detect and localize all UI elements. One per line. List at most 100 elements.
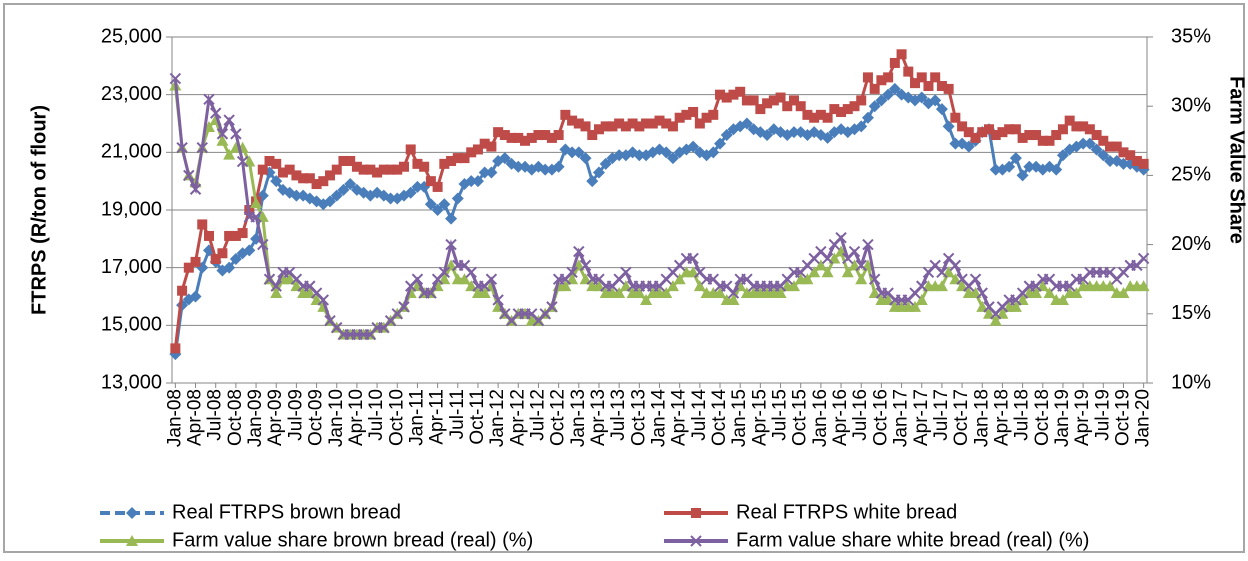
data-point (969, 287, 982, 299)
data-point (1044, 135, 1055, 146)
data-point (445, 238, 457, 251)
data-point (177, 285, 188, 296)
data-point (572, 146, 585, 159)
data-point (882, 293, 895, 305)
data-point (1009, 300, 1022, 312)
data-point (216, 134, 229, 146)
data-point (943, 83, 954, 94)
data-point (337, 183, 350, 196)
data-point (365, 164, 376, 175)
data-point (230, 128, 242, 140)
x-tick-label: Oct-16 (870, 389, 891, 446)
data-point (614, 118, 625, 129)
data-point (431, 204, 444, 216)
data-point (1051, 130, 1062, 141)
data-point (828, 252, 841, 264)
legend-label: Farm value share brown bread (real) (%) (172, 529, 533, 551)
data-point (189, 183, 202, 195)
data-point (930, 72, 941, 83)
x-tick-label: Apr-08 (185, 389, 206, 446)
x-tick-label: Jan-16 (810, 389, 831, 447)
data-point (304, 173, 315, 184)
data-point (560, 109, 571, 120)
legend-label: Farm value share white bread (real) (%) (736, 529, 1089, 551)
x-tick-label: Apr-09 (265, 389, 286, 446)
data-point (290, 280, 303, 292)
data-point (1064, 115, 1075, 126)
data-point (868, 100, 881, 113)
y-axis-title: FTRPS (R/ton of flour) (28, 105, 50, 315)
data-point (882, 88, 895, 101)
data-point (229, 253, 242, 266)
data-point (1031, 130, 1042, 141)
data-point (250, 211, 262, 223)
y-tick-label: 19,000 (101, 198, 162, 220)
data-point (856, 95, 867, 106)
data-point (471, 175, 484, 188)
data-point (768, 95, 779, 106)
y2-tick-label: 15% (1171, 302, 1211, 324)
data-point (243, 155, 256, 167)
data-point (633, 287, 646, 299)
data-point (1016, 293, 1029, 305)
data-point (338, 155, 349, 166)
data-point (566, 146, 579, 159)
x-tick-label: Jan-08 (164, 389, 185, 447)
data-point (270, 175, 283, 188)
data-point (412, 158, 423, 169)
data-point (801, 273, 814, 285)
data-point (640, 293, 653, 305)
x-tick-label: Jul-17 (931, 389, 952, 441)
data-point (989, 163, 1002, 176)
y-tick-label: 25,000 (101, 25, 162, 47)
data-point (425, 176, 436, 187)
data-point (1036, 280, 1049, 292)
data-point (888, 82, 901, 95)
x-tick-label: Jan-12 (487, 389, 508, 447)
data-point (579, 259, 592, 272)
data-point (599, 157, 612, 170)
x-tick-label: Oct-14 (709, 389, 730, 446)
data-point (666, 280, 679, 292)
data-point (553, 130, 564, 141)
data-point (587, 130, 598, 141)
x-tick-label: Oct-11 (467, 389, 488, 445)
data-point (438, 198, 451, 211)
data-point (298, 173, 309, 184)
data-point (236, 155, 249, 168)
data-point (310, 293, 323, 305)
data-point (715, 89, 726, 100)
y-tick-label: 17,000 (101, 256, 162, 278)
data-point (573, 118, 584, 129)
data-point (620, 121, 631, 132)
data-point (559, 280, 572, 292)
data-point (727, 293, 740, 305)
data-point (1024, 130, 1035, 141)
data-point (720, 129, 733, 142)
data-point (868, 273, 881, 285)
x-tick-label: Jul-16 (850, 389, 871, 441)
data-point (936, 81, 947, 92)
data-point (740, 117, 753, 130)
data-point (848, 245, 861, 258)
data-point (687, 140, 700, 153)
data-point (586, 175, 599, 188)
data-point (982, 307, 995, 319)
data-point (808, 266, 821, 278)
y2-tick-label: 35% (1171, 25, 1211, 47)
data-point (1070, 287, 1083, 299)
data-point (916, 72, 927, 83)
data-point (540, 130, 551, 141)
data-point (445, 212, 458, 225)
data-point (1057, 124, 1068, 135)
data-point (183, 169, 195, 182)
data-point (1009, 152, 1022, 165)
legend-marker (126, 507, 138, 519)
legend-marker (691, 508, 701, 518)
data-point (405, 144, 416, 155)
data-point (1118, 147, 1129, 158)
data-point (223, 261, 236, 274)
data-point (237, 228, 248, 239)
x-tick-label: Jan-11 (406, 389, 427, 446)
x-tick-label: Jul-18 (1012, 389, 1033, 441)
